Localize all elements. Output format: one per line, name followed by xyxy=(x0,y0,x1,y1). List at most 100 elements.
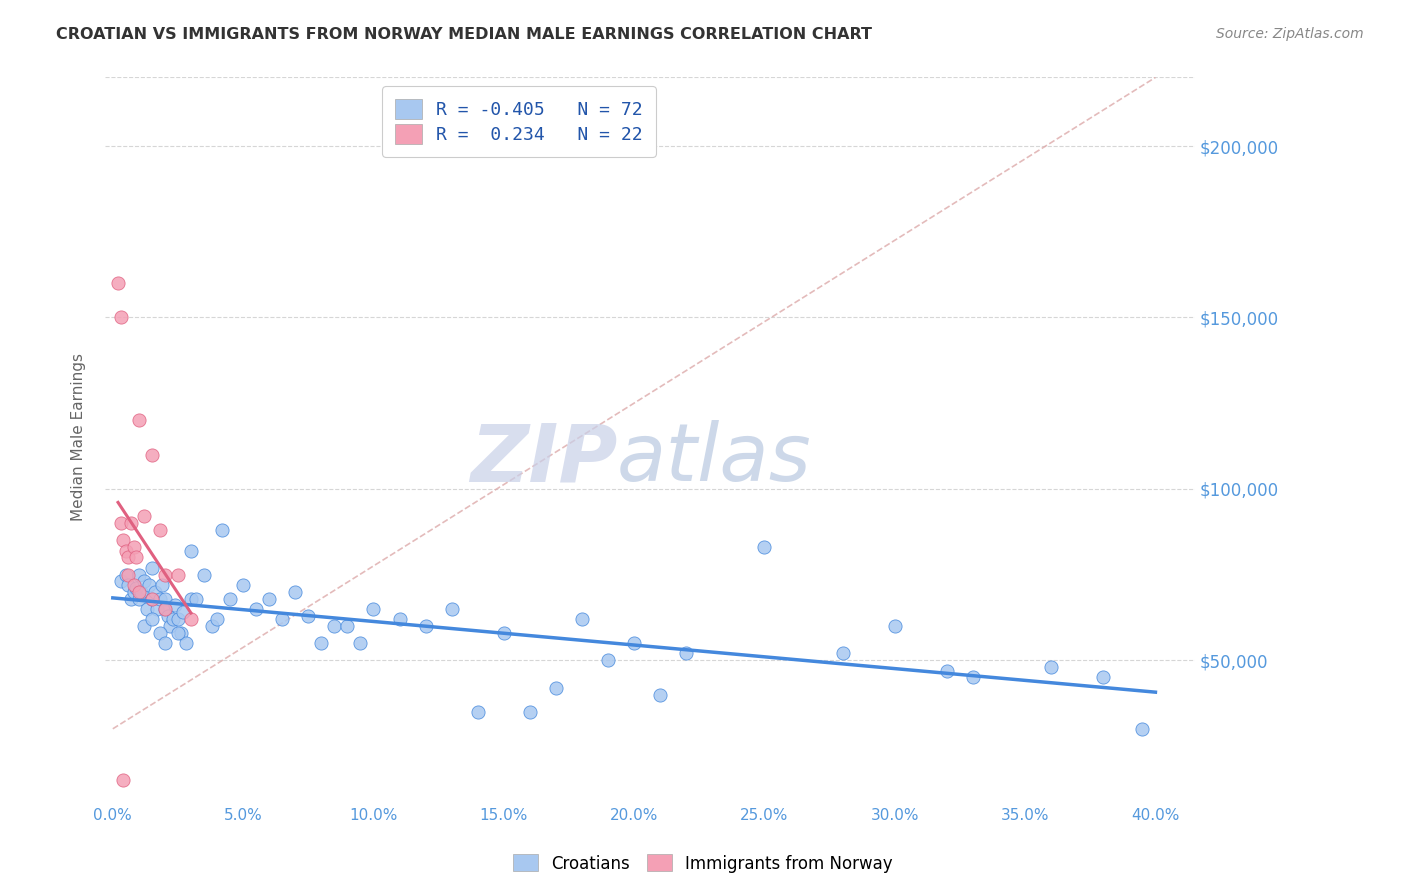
Point xyxy=(112,533,135,548)
Point xyxy=(349,636,371,650)
Point xyxy=(174,636,197,650)
Point xyxy=(128,413,150,427)
Point xyxy=(186,591,208,606)
Point xyxy=(131,584,153,599)
Point xyxy=(211,523,233,537)
Point xyxy=(132,574,155,589)
Point xyxy=(415,619,437,633)
Point xyxy=(110,310,132,325)
Point xyxy=(180,543,202,558)
Point xyxy=(153,602,176,616)
Point xyxy=(143,584,166,599)
Point xyxy=(153,602,176,616)
Point xyxy=(675,646,697,660)
Point xyxy=(297,608,319,623)
Point xyxy=(754,540,776,554)
Point xyxy=(149,591,172,606)
Point xyxy=(323,619,346,633)
Point xyxy=(245,602,267,616)
Point xyxy=(128,584,150,599)
Point xyxy=(962,670,984,684)
Point xyxy=(146,602,169,616)
Text: ZIP: ZIP xyxy=(470,420,617,498)
Point xyxy=(172,605,194,619)
Point xyxy=(623,636,645,650)
Point xyxy=(122,584,145,599)
Point xyxy=(117,550,139,565)
Point xyxy=(271,612,294,626)
Point xyxy=(117,567,139,582)
Point xyxy=(153,567,176,582)
Point xyxy=(156,608,179,623)
Point xyxy=(180,591,202,606)
Point xyxy=(831,646,853,660)
Point xyxy=(141,591,163,606)
Point xyxy=(1040,660,1063,674)
Point xyxy=(201,619,224,633)
Point xyxy=(117,578,139,592)
Point xyxy=(363,602,385,616)
Point xyxy=(132,619,155,633)
Point xyxy=(128,567,150,582)
Point xyxy=(167,567,190,582)
Point xyxy=(141,448,163,462)
Point xyxy=(169,625,191,640)
Point xyxy=(120,516,142,530)
Point xyxy=(107,276,129,290)
Point xyxy=(311,636,333,650)
Point xyxy=(149,625,172,640)
Point xyxy=(162,612,184,626)
Point xyxy=(141,560,163,574)
Point xyxy=(125,581,148,595)
Point xyxy=(120,591,142,606)
Point xyxy=(544,681,567,695)
Point xyxy=(167,612,190,626)
Point xyxy=(115,567,138,582)
Point xyxy=(180,612,202,626)
Point xyxy=(122,540,145,554)
Point xyxy=(467,705,489,719)
Text: Source: ZipAtlas.com: Source: ZipAtlas.com xyxy=(1216,27,1364,41)
Point xyxy=(257,591,280,606)
Point xyxy=(115,543,138,558)
Point xyxy=(571,612,593,626)
Point xyxy=(205,612,228,626)
Point xyxy=(1132,722,1154,736)
Point xyxy=(232,578,254,592)
Point xyxy=(112,773,135,788)
Point xyxy=(159,619,181,633)
Point xyxy=(1092,670,1115,684)
Legend: R = -0.405   N = 72, R =  0.234   N = 22: R = -0.405 N = 72, R = 0.234 N = 22 xyxy=(382,87,655,157)
Point xyxy=(135,602,157,616)
Point xyxy=(193,567,215,582)
Point xyxy=(219,591,242,606)
Point xyxy=(141,612,163,626)
Point xyxy=(440,602,463,616)
Point xyxy=(935,664,957,678)
Legend: Croatians, Immigrants from Norway: Croatians, Immigrants from Norway xyxy=(506,847,900,880)
Point xyxy=(128,591,150,606)
Y-axis label: Median Male Earnings: Median Male Earnings xyxy=(72,353,86,522)
Point xyxy=(153,636,176,650)
Text: CROATIAN VS IMMIGRANTS FROM NORWAY MEDIAN MALE EARNINGS CORRELATION CHART: CROATIAN VS IMMIGRANTS FROM NORWAY MEDIA… xyxy=(56,27,872,42)
Point xyxy=(284,584,307,599)
Text: atlas: atlas xyxy=(617,420,811,498)
Point xyxy=(388,612,411,626)
Point xyxy=(122,578,145,592)
Point xyxy=(149,523,172,537)
Point xyxy=(519,705,541,719)
Point xyxy=(167,625,190,640)
Point xyxy=(165,599,187,613)
Point xyxy=(138,578,160,592)
Point xyxy=(150,578,173,592)
Point xyxy=(883,619,905,633)
Point xyxy=(650,688,672,702)
Point xyxy=(110,574,132,589)
Point xyxy=(153,591,176,606)
Point xyxy=(125,550,148,565)
Point xyxy=(492,625,515,640)
Point xyxy=(596,653,619,667)
Point xyxy=(141,591,163,606)
Point xyxy=(110,516,132,530)
Point xyxy=(132,509,155,524)
